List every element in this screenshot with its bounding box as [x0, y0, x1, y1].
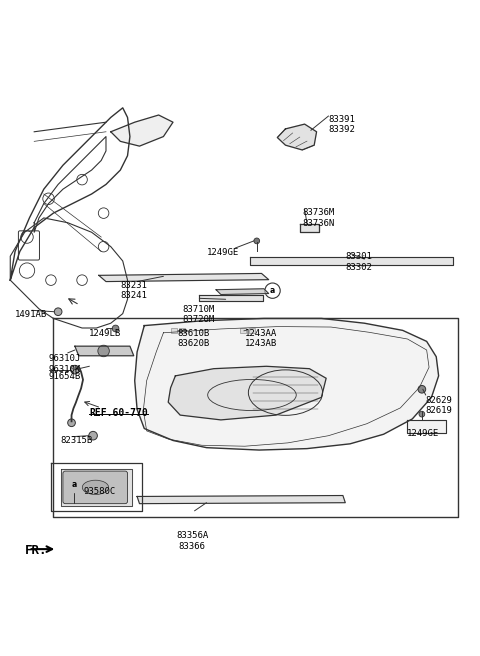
Text: a: a	[270, 286, 275, 295]
Text: 83301
83302: 83301 83302	[345, 253, 372, 272]
Polygon shape	[199, 295, 263, 301]
Circle shape	[419, 411, 425, 417]
Text: 1249GE: 1249GE	[407, 428, 439, 438]
Text: REF.60-770: REF.60-770	[89, 409, 148, 419]
Polygon shape	[216, 289, 269, 295]
Text: 82629
82619: 82629 82619	[426, 396, 453, 415]
Circle shape	[112, 325, 119, 332]
Text: 96310J
96310K: 96310J 96310K	[48, 354, 81, 374]
Polygon shape	[75, 346, 134, 356]
Text: 82315B: 82315B	[60, 436, 93, 445]
Text: 1249LB: 1249LB	[89, 329, 121, 338]
Polygon shape	[135, 318, 439, 450]
Text: 1243AA
1243AB: 1243AA 1243AB	[245, 329, 277, 348]
Text: FR.: FR.	[24, 544, 47, 558]
Polygon shape	[168, 366, 326, 420]
Polygon shape	[300, 224, 319, 232]
Circle shape	[89, 432, 97, 440]
Polygon shape	[407, 420, 446, 434]
Ellipse shape	[82, 480, 108, 495]
Text: 83710M
83720M: 83710M 83720M	[182, 305, 215, 325]
Circle shape	[68, 419, 75, 426]
FancyBboxPatch shape	[63, 471, 128, 504]
Text: 91654B: 91654B	[48, 372, 81, 381]
Circle shape	[71, 365, 79, 374]
Text: 83356A
83366: 83356A 83366	[176, 531, 208, 551]
Text: 83391
83392: 83391 83392	[328, 115, 355, 134]
Circle shape	[54, 308, 62, 316]
Text: 1491AB: 1491AB	[15, 310, 48, 319]
Bar	[170, 328, 177, 333]
Text: 1249GE: 1249GE	[206, 247, 239, 256]
Text: 93580C: 93580C	[83, 487, 115, 496]
Circle shape	[254, 238, 260, 244]
Text: 83231
83241: 83231 83241	[120, 281, 147, 300]
Text: 83736M
83736N: 83736M 83736N	[302, 209, 335, 228]
Circle shape	[418, 386, 426, 393]
Circle shape	[98, 345, 109, 357]
Polygon shape	[111, 115, 173, 146]
Bar	[240, 328, 246, 333]
Text: 83610B
83620B: 83610B 83620B	[178, 329, 210, 348]
Polygon shape	[137, 495, 345, 504]
Polygon shape	[277, 124, 317, 150]
Bar	[179, 328, 185, 333]
Polygon shape	[60, 469, 132, 506]
Text: a: a	[72, 480, 76, 489]
Polygon shape	[250, 257, 453, 265]
Polygon shape	[99, 274, 269, 281]
Bar	[249, 328, 255, 333]
